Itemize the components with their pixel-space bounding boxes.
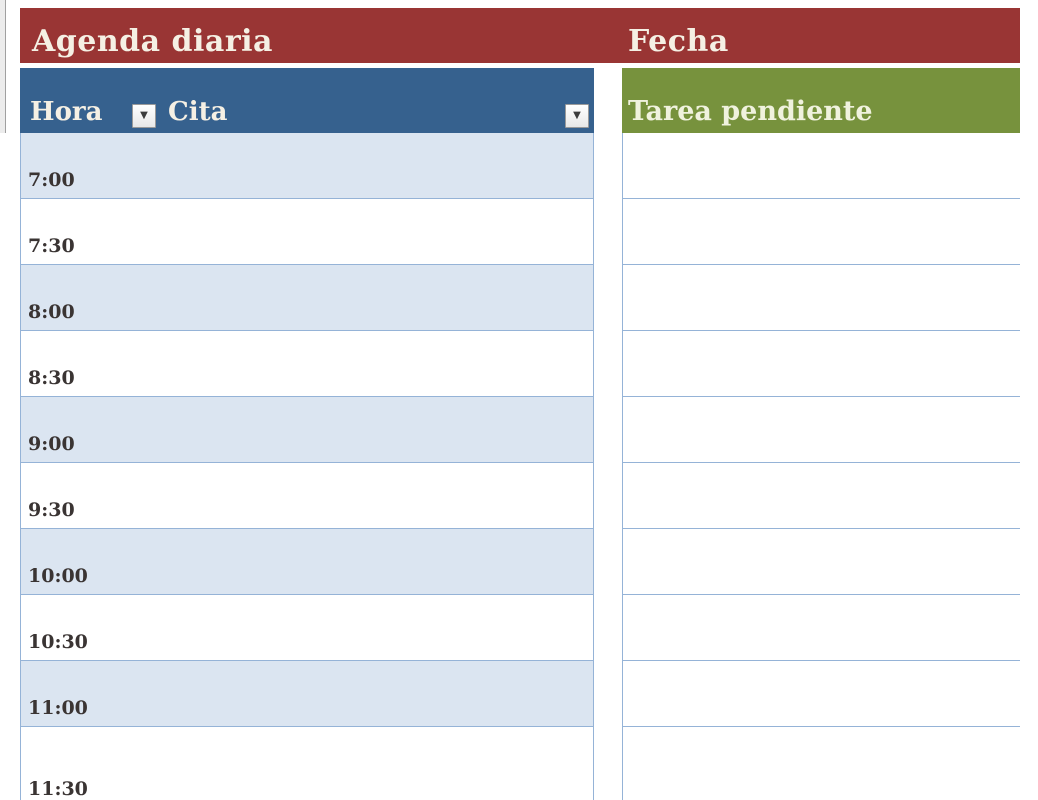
task-row[interactable] [623, 463, 1020, 529]
schedule-row[interactable]: 10:00 [21, 529, 593, 595]
task-row[interactable] [623, 727, 1020, 800]
time-label: 9:30 [28, 499, 75, 521]
schedule-table: 7:00 7:30 8:00 8:30 9:00 9:30 10:00 10:3… [20, 133, 594, 800]
hora-filter-button[interactable]: ▼ [132, 104, 156, 128]
task-text [623, 718, 630, 726]
schedule-row[interactable]: 9:00 [21, 397, 593, 463]
task-text [623, 454, 630, 462]
task-row[interactable] [623, 529, 1020, 595]
schedule-row[interactable]: 11:30 [21, 727, 593, 800]
task-row[interactable] [623, 265, 1020, 331]
task-text [623, 322, 630, 330]
schedule-header: Hora ▼ Cita ▼ [20, 68, 594, 133]
schedule-row[interactable]: 8:30 [21, 331, 593, 397]
hora-column-label: Hora [30, 97, 103, 127]
schedule-row[interactable]: 7:00 [21, 133, 593, 199]
tasks-table [622, 133, 1020, 800]
tarea-pendiente-label: Tarea pendiente [628, 96, 873, 127]
task-text [623, 586, 630, 594]
task-row[interactable] [623, 397, 1020, 463]
time-label: 8:00 [28, 301, 75, 323]
task-text [623, 256, 630, 264]
time-label: 8:30 [28, 367, 75, 389]
schedule-row[interactable]: 9:30 [21, 463, 593, 529]
time-label: 11:00 [28, 697, 88, 719]
time-label: 9:00 [28, 433, 75, 455]
fecha-label: Fecha [628, 24, 729, 59]
title-bar: Agenda diaria Fecha [20, 8, 1020, 63]
schedule-row[interactable]: 10:30 [21, 595, 593, 661]
task-row[interactable] [623, 595, 1020, 661]
task-row[interactable] [623, 331, 1020, 397]
window-edge [0, 0, 6, 133]
task-text [623, 388, 630, 396]
task-row[interactable] [623, 199, 1020, 265]
task-text [623, 190, 630, 198]
task-row[interactable] [623, 661, 1020, 727]
filter-dropdown-icon: ▼ [573, 110, 581, 121]
time-label: 11:30 [28, 778, 88, 800]
schedule-row[interactable]: 8:00 [21, 265, 593, 331]
schedule-row[interactable]: 7:30 [21, 199, 593, 265]
tasks-header: Tarea pendiente [622, 68, 1020, 133]
task-text [623, 652, 630, 660]
cita-column-label: Cita [168, 97, 228, 127]
time-label: 10:00 [28, 565, 88, 587]
time-label: 7:00 [28, 169, 75, 191]
task-row[interactable] [623, 133, 1020, 199]
page-title: Agenda diaria [32, 24, 273, 59]
cita-filter-button[interactable]: ▼ [565, 104, 589, 128]
task-text [623, 520, 630, 528]
schedule-row[interactable]: 11:00 [21, 661, 593, 727]
time-label: 10:30 [28, 631, 88, 653]
filter-dropdown-icon: ▼ [140, 110, 148, 121]
time-label: 7:30 [28, 235, 75, 257]
